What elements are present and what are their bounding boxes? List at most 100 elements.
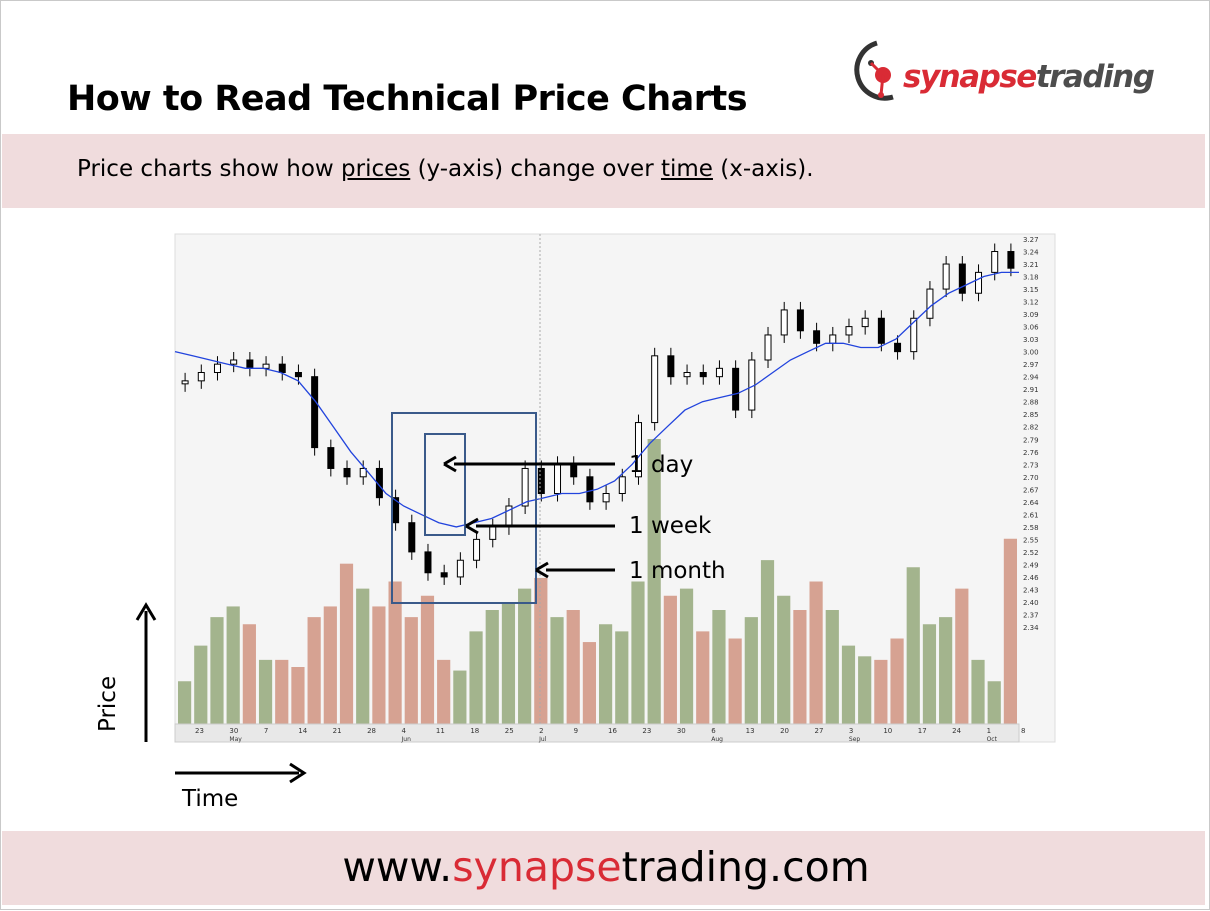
- y-tick-label: 3.18: [1023, 274, 1039, 282]
- candle-body: [926, 288, 934, 319]
- volume-bar: [550, 617, 564, 724]
- candle-body: [473, 538, 481, 561]
- volume-bar: [874, 659, 888, 724]
- volume-bar: [679, 588, 694, 724]
- candle-body: [197, 372, 205, 382]
- x-tick-label: 18: [470, 727, 479, 735]
- y-tick-label: 3.03: [1023, 336, 1039, 344]
- y-tick-label: 2.88: [1023, 399, 1039, 407]
- x-tick-label: 23: [642, 727, 651, 735]
- x-tick-month: May: [229, 736, 242, 743]
- candle-body: [440, 572, 448, 578]
- candle-body: [780, 309, 788, 336]
- y-tick-label: 3.12: [1023, 299, 1039, 307]
- time-axis-arrow-head: [289, 762, 307, 784]
- candle-body: [408, 522, 416, 553]
- volume-bar: [388, 581, 402, 724]
- volume-bar: [615, 631, 629, 724]
- x-tick-label: 2: [539, 727, 543, 735]
- logo-wordmark: synapsetrading: [903, 59, 1155, 95]
- y-tick-label: 3.00: [1023, 349, 1039, 357]
- volume-bar: [809, 581, 823, 724]
- candle-body: [586, 476, 594, 503]
- x-tick-month: Sep: [849, 736, 861, 743]
- footer-band: [2, 831, 1205, 905]
- volume-bar: [777, 595, 791, 724]
- candle-body: [813, 330, 821, 344]
- candle-body: [262, 363, 270, 369]
- candle-body: [311, 376, 319, 449]
- y-tick-label: 2.52: [1023, 549, 1039, 557]
- candle-body: [683, 372, 691, 378]
- volume-bar: [760, 560, 775, 724]
- candle-body: [230, 359, 238, 365]
- y-tick-label: 3.21: [1023, 261, 1039, 269]
- x-tick-label: 9: [574, 727, 578, 735]
- footer-url[interactable]: www.synapsetrading.com: [342, 843, 870, 891]
- y-tick-label: 2.43: [1023, 586, 1039, 594]
- y-tick-label: 2.82: [1023, 424, 1039, 432]
- candle-body: [975, 271, 983, 294]
- volume-bar: [922, 624, 937, 724]
- volume-bar: [631, 581, 645, 724]
- volume-bar: [987, 681, 1001, 724]
- y-tick-label: 2.40: [1023, 599, 1039, 607]
- candle-body: [715, 367, 723, 378]
- y-tick-label: 2.79: [1023, 436, 1039, 444]
- candle-body: [602, 492, 610, 503]
- volume-bar: [534, 577, 548, 724]
- volume-bar: [339, 563, 354, 724]
- y-tick-label: 2.85: [1023, 411, 1039, 419]
- moving-average-line: [174, 271, 1019, 528]
- candle-body: [424, 551, 432, 574]
- volume-bar: [663, 595, 677, 724]
- price-axis-label: Price: [95, 675, 121, 732]
- volume-bar: [841, 645, 856, 724]
- y-tick-label: 2.49: [1023, 561, 1039, 569]
- x-tick-label: 30: [677, 727, 686, 735]
- candle-body: [278, 363, 286, 374]
- month-arrow-head: [535, 561, 549, 579]
- x-axis-strip: [174, 723, 1020, 743]
- y-tick-label: 2.61: [1023, 511, 1039, 519]
- candle-body: [861, 317, 869, 328]
- candle-body: [343, 467, 351, 478]
- candle-body: [829, 334, 837, 344]
- candle-body: [764, 334, 772, 361]
- x-tick-label: 30: [229, 727, 238, 735]
- volume-bar: [744, 617, 758, 724]
- day-arrow-head: [443, 455, 457, 473]
- x-tick-label: 11: [436, 727, 445, 735]
- volume-bar: [258, 659, 273, 724]
- candle-body: [213, 363, 221, 374]
- y-tick-label: 3.09: [1023, 311, 1039, 319]
- logo-mark-icon: [854, 40, 894, 101]
- candle-body: [651, 355, 659, 424]
- week-arrow-head: [465, 517, 479, 535]
- volume-bar: [971, 659, 985, 724]
- candle-body: [796, 309, 804, 332]
- volume-bar: [469, 631, 483, 724]
- y-tick-label: 2.70: [1023, 474, 1039, 482]
- candle-body: [327, 447, 335, 469]
- volume-bar: [906, 567, 920, 724]
- x-tick-month: Oct: [987, 736, 998, 743]
- candle-body: [618, 476, 626, 494]
- y-tick-label: 3.06: [1023, 324, 1039, 332]
- y-tick-label: 2.76: [1023, 449, 1039, 457]
- candle-body: [456, 559, 464, 578]
- y-tick-label: 2.55: [1023, 536, 1039, 544]
- candle-body: [521, 467, 529, 507]
- volume-bar: [437, 659, 451, 724]
- candle-body: [294, 372, 302, 378]
- candle-body: [570, 463, 578, 478]
- x-tick-label: 20: [780, 727, 789, 735]
- candle-body: [991, 251, 999, 273]
- volume-bar: [372, 606, 386, 724]
- x-tick-label: 21: [333, 727, 342, 735]
- candle-body: [942, 263, 950, 290]
- y-tick-label: 2.46: [1023, 574, 1039, 582]
- x-tick-label: 13: [746, 727, 755, 735]
- price-axis-arrow-head: [135, 602, 157, 621]
